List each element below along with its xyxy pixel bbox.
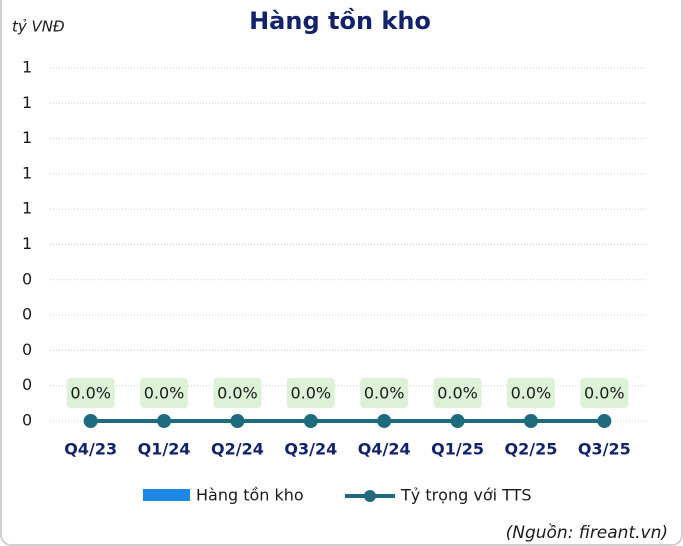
- data-label-bg: [286, 378, 335, 408]
- y-tick-label: 1: [22, 199, 32, 218]
- y-tick-label: 1: [22, 58, 32, 77]
- x-tick-label: Q2/24: [211, 440, 264, 459]
- line-marker: [377, 414, 392, 428]
- data-label: 0.0%: [70, 384, 111, 403]
- data-label: 0.0%: [511, 384, 552, 403]
- y-tick-label: 1: [22, 163, 32, 182]
- x-tick-label: Q2/25: [505, 440, 558, 459]
- data-label: 0.0%: [584, 384, 625, 403]
- y-tick-label: 1: [22, 128, 32, 147]
- y-tick-label: 0: [22, 411, 32, 430]
- x-tick-label: Q4/23: [64, 440, 117, 459]
- line-marker: [450, 414, 465, 428]
- y-tick-label: 0: [22, 375, 32, 394]
- legend-swatch: [364, 490, 376, 502]
- legend-swatch: [143, 489, 190, 501]
- source: (Nguồn: fireant.vn): [506, 522, 668, 543]
- data-label: 0.0%: [290, 384, 331, 403]
- line-marker: [157, 414, 172, 428]
- line-marker: [230, 414, 245, 428]
- legend-label: Hàng tồn kho: [196, 486, 304, 505]
- x-tick-label: Q1/25: [431, 440, 484, 459]
- chart-title: Hàng tồn kho: [249, 7, 431, 35]
- x-tick-label: Q3/24: [284, 440, 337, 459]
- data-label-bg: [360, 378, 409, 408]
- data-label-bg: [433, 378, 482, 408]
- line-marker: [303, 414, 318, 428]
- y-tick-label: 0: [22, 269, 32, 288]
- y-tick-label: 1: [22, 234, 32, 253]
- x-tick-label: Q3/25: [578, 440, 631, 459]
- line-marker: [523, 414, 538, 428]
- data-label: 0.0%: [437, 384, 478, 403]
- data-label-bg: [580, 378, 629, 408]
- data-label-bg: [506, 378, 555, 408]
- data-label-bg: [66, 378, 115, 408]
- data-label: 0.0%: [364, 384, 405, 403]
- y-tick-label: 0: [22, 305, 32, 324]
- legend-label: Tỷ trọng với TTS: [400, 486, 532, 505]
- y-tick-label: 1: [22, 93, 32, 112]
- y-axis-label: tỷ VNĐ: [12, 18, 65, 36]
- data-label: 0.0%: [144, 384, 185, 403]
- x-tick-label: Q4/24: [358, 440, 411, 459]
- data-label-bg: [213, 378, 262, 408]
- line-marker: [83, 414, 98, 428]
- x-tick-label: Q1/24: [138, 440, 191, 459]
- y-tick-label: 0: [22, 340, 32, 359]
- data-label-bg: [140, 378, 189, 408]
- data-label: 0.0%: [217, 384, 258, 403]
- line-marker: [597, 414, 612, 428]
